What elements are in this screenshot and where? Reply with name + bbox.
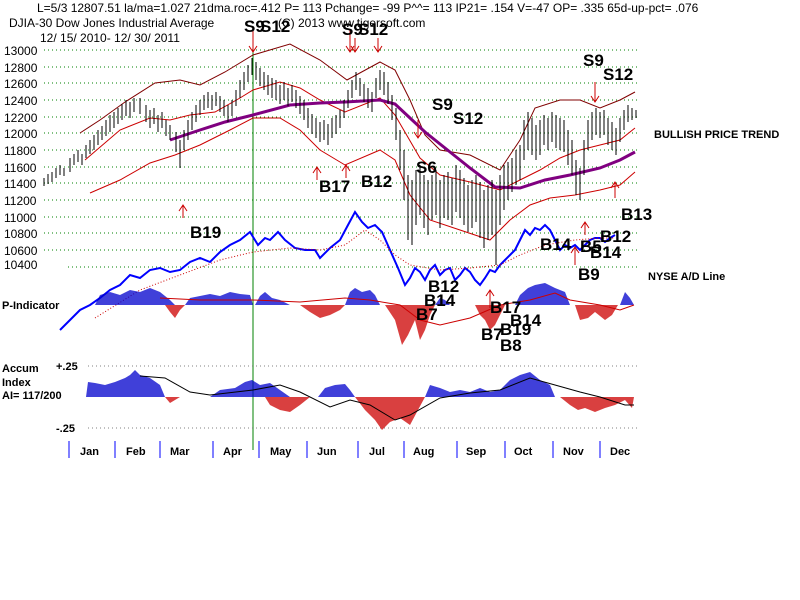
svg-text:13000: 13000 — [4, 44, 38, 58]
price-grid — [44, 49, 640, 268]
copyright-text: (C) 2013 www.tigersoft.com — [278, 16, 426, 30]
signal-b19-mar: B19 — [190, 223, 221, 242]
signal-b12-aug: B12 — [428, 277, 459, 296]
ad-line-label: NYSE A/D Line — [648, 271, 725, 283]
month-jul: Jul — [369, 446, 385, 458]
month-dec: Dec — [610, 446, 630, 458]
month-aug: Aug — [413, 446, 434, 458]
signal-b8-sep: B8 — [500, 336, 522, 355]
signal-b14-aug: B14 — [424, 291, 456, 310]
signal-b14-nov: B14 — [590, 243, 622, 262]
signal-b12-jul: B12 — [361, 172, 392, 191]
ad-moving-average — [94, 229, 615, 319]
p-indicator-histogram — [95, 283, 634, 345]
moving-average — [169, 98, 636, 190]
index-title: DJIA-30 Dow Jones Industrial Average — [9, 16, 215, 30]
month-feb: Feb — [126, 446, 146, 458]
signal-s9-may: S9 — [244, 17, 265, 36]
svg-text:11200: 11200 — [4, 194, 37, 208]
signal-s6-aug: S6 — [416, 158, 437, 177]
price-bars — [43, 58, 637, 265]
svg-text:12400: 12400 — [4, 94, 38, 108]
accum-histogram — [86, 370, 634, 430]
svg-text:10400: 10400 — [4, 258, 38, 272]
svg-text:12200: 12200 — [4, 111, 38, 125]
svg-text:11400: 11400 — [4, 177, 37, 191]
signal-b7-sep: B7 — [481, 325, 503, 344]
ad-line — [59, 210, 616, 331]
svg-text:10600: 10600 — [4, 244, 38, 258]
signal-b7-aug: B7 — [416, 305, 438, 324]
signal-b17-sep: B17 — [490, 298, 521, 317]
signal-b5-nov: B5 — [580, 237, 602, 256]
svg-text:12600: 12600 — [4, 77, 38, 91]
signal-b9-nov: B9 — [578, 265, 600, 284]
svg-text:11000: 11000 — [4, 211, 37, 225]
signal-b13-dec: B13 — [621, 205, 652, 224]
accum-label: Accum — [2, 363, 39, 375]
signal-arrows — [178, 30, 620, 308]
month-apr: Apr — [223, 446, 243, 458]
signal-s9-nov: S9 — [583, 51, 604, 70]
signal-s12-dec: S12 — [603, 65, 633, 84]
upper-outer-band — [79, 43, 636, 171]
accum-grid — [88, 365, 640, 429]
month-oct: Oct — [514, 446, 533, 458]
index-label: Index — [2, 377, 32, 389]
lower-band — [89, 117, 636, 241]
month-jan: Jan — [80, 446, 99, 458]
signal-s9-aug: S9 — [432, 95, 453, 114]
svg-text:12000: 12000 — [4, 127, 38, 141]
month-mar: Mar — [170, 446, 190, 458]
ai-value: AI= 117/200 — [2, 390, 62, 402]
signal-s12-aug: S12 — [453, 109, 483, 128]
p-indicator-label: P-Indicator — [2, 300, 60, 312]
signal-b14-sep: B14 — [510, 311, 542, 330]
signal-s12-may: S12 — [260, 17, 290, 36]
accum-ma — [139, 375, 634, 421]
signal-b19-sep: B19 — [500, 320, 531, 339]
stats-header: L=5/3 12807.51 la/ma=1.027 21dma.roc=.41… — [37, 1, 699, 15]
signal-labels: S9 S12 S9 S12 S9 S12 S6 S9 S12 B19 B17 B… — [190, 17, 652, 355]
month-axis: Jan Feb Mar Apr May Jun Jul Aug Sep Oct … — [68, 441, 630, 458]
signal-b14-oct: B14 — [540, 235, 572, 254]
y-axis-labels: 13000 12800 12600 12400 12200 12000 1180… — [4, 44, 38, 272]
accum-bottom-value: -.25 — [56, 423, 75, 435]
signal-s9-jul: S9 — [342, 20, 363, 39]
month-jun: Jun — [317, 446, 337, 458]
upper-band — [84, 81, 636, 191]
svg-text:11800: 11800 — [4, 144, 37, 158]
accum-top-value: +.25 — [56, 361, 78, 373]
bullish-price-trend-label: BULLISH PRICE TREND — [654, 129, 779, 141]
date-range: 12/ 15/ 2010- 12/ 30/ 2011 — [40, 31, 180, 45]
p-indicator-ma — [159, 292, 635, 326]
signal-s12-jul: S12 — [358, 20, 388, 39]
signal-b17-jun: B17 — [319, 177, 350, 196]
month-nov: Nov — [563, 446, 585, 458]
month-sep: Sep — [466, 446, 486, 458]
svg-text:10800: 10800 — [4, 227, 38, 241]
svg-text:12800: 12800 — [4, 61, 38, 75]
svg-text:11600: 11600 — [4, 161, 37, 175]
month-may: May — [270, 446, 292, 458]
signal-b12-dec: B12 — [600, 227, 631, 246]
